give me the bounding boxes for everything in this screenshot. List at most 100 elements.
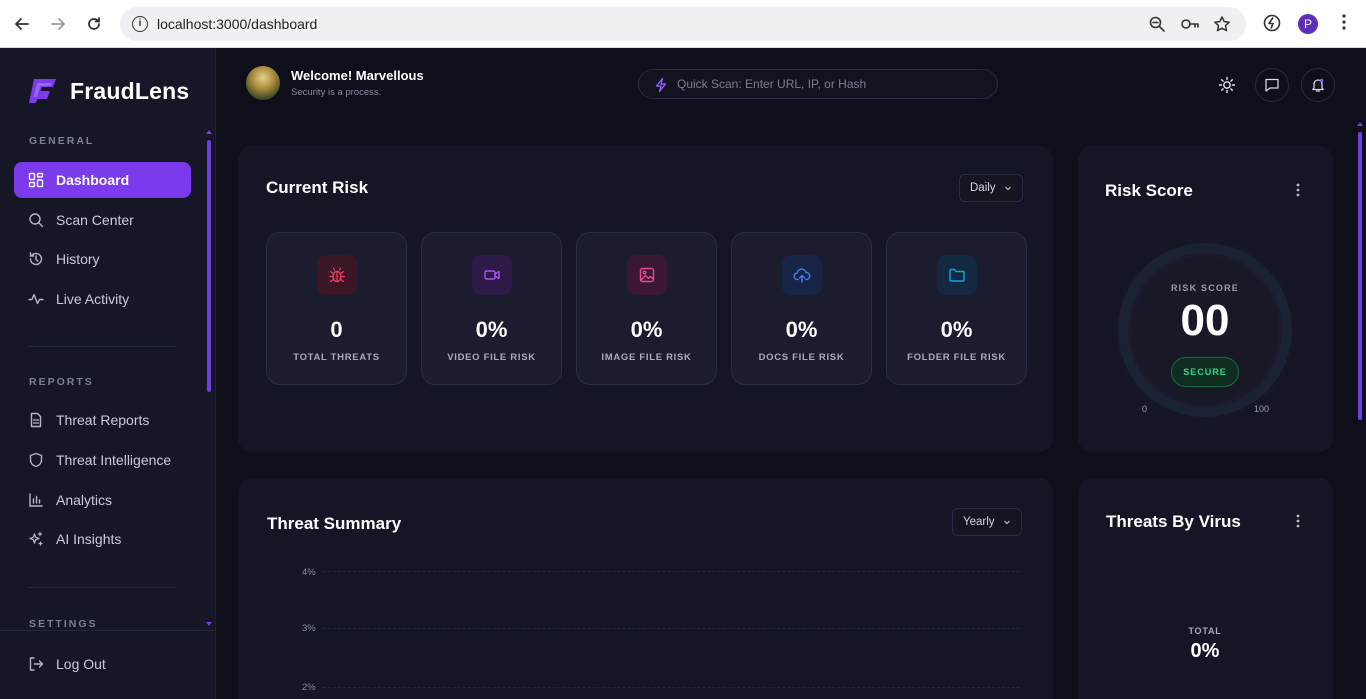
virus-total-label: TOTAL — [1188, 626, 1222, 636]
tile-value: 0 — [330, 317, 343, 342]
scrollbar-thumb[interactable] — [207, 140, 211, 392]
image-icon — [639, 267, 655, 283]
sidebar-item-label: AI Insights — [56, 531, 122, 547]
y-axis-tick: 4% — [302, 567, 316, 578]
zoom-icon[interactable] — [1148, 15, 1166, 33]
forward-arrow-icon[interactable] — [46, 12, 70, 36]
brand[interactable]: FraudLens — [28, 76, 189, 106]
browser-toolbar: i localhost:3000/dashboard P — [0, 0, 1366, 48]
section-label-reports: REPORTS — [29, 376, 94, 388]
sidebar-item-label: Threat Reports — [56, 412, 150, 428]
bug-icon — [328, 267, 346, 283]
gauge-min-label: 0 — [1142, 404, 1148, 414]
reload-icon[interactable] — [82, 12, 106, 36]
sidebar-item-scan-center[interactable]: Scan Center — [14, 202, 191, 238]
bookmark-star-icon[interactable] — [1213, 15, 1231, 33]
gauge-max-label: 100 — [1254, 404, 1270, 414]
sidebar-item-dashboard[interactable]: Dashboard — [14, 162, 191, 198]
more-options-icon[interactable] — [1295, 182, 1301, 198]
tile-label: FOLDER FILE RISK — [907, 352, 1006, 363]
main-scrollbar[interactable] — [1357, 122, 1363, 699]
tile-value: 0% — [940, 317, 973, 342]
threat-summary-period-dropdown[interactable]: Yearly — [952, 508, 1022, 536]
sidebar-divider — [28, 346, 176, 347]
address-bar[interactable]: i localhost:3000/dashboard — [120, 7, 1246, 41]
site-info-icon[interactable]: i — [132, 16, 148, 32]
stat-tile-folder-file-risk[interactable]: 0% FOLDER FILE RISK — [886, 232, 1027, 385]
tile-label: DOCS FILE RISK — [758, 352, 845, 363]
tile-icon-box — [472, 255, 512, 295]
chevron-down-icon — [1003, 520, 1010, 525]
cloud-upload-icon — [793, 268, 811, 283]
section-label-general: GENERAL — [29, 135, 95, 147]
notifications-button[interactable] — [1301, 68, 1335, 102]
tile-icon-box — [937, 255, 977, 295]
sidebar-item-live-activity[interactable]: Live Activity — [14, 281, 191, 317]
y-axis-tick: 2% — [302, 682, 316, 693]
bar-chart-icon — [29, 493, 43, 507]
tile-icon-box — [627, 255, 667, 295]
tile-label: VIDEO FILE RISK — [447, 352, 536, 363]
lightning-icon — [655, 77, 667, 93]
header-tagline: Security is a process. — [291, 87, 382, 98]
risk-score-value: 00 — [1180, 296, 1230, 345]
url-text: localhost:3000/dashboard — [157, 16, 318, 32]
history-icon — [29, 252, 43, 266]
back-arrow-icon[interactable] — [10, 12, 34, 36]
fraudlens-logo-icon — [29, 79, 56, 103]
chat-bubble-icon — [1265, 78, 1279, 92]
folder-icon — [949, 268, 965, 282]
risk-score-gauge — [1111, 236, 1299, 424]
tile-value: 0% — [475, 317, 508, 342]
current-risk-period-dropdown[interactable]: Daily — [959, 174, 1023, 202]
welcome-message: Welcome! Marvellous — [291, 68, 424, 83]
virus-total-value: 0% — [1190, 640, 1220, 662]
stat-tile-docs-file-risk[interactable]: 0% DOCS FILE RISK — [731, 232, 872, 385]
scrollbar-thumb[interactable] — [1358, 132, 1362, 420]
chart-gridline — [323, 687, 1020, 688]
tile-value: 0% — [630, 317, 663, 342]
scroll-up-arrow-icon[interactable] — [206, 130, 212, 134]
browser-menu-icon[interactable] — [1338, 14, 1350, 34]
brand-name: FraudLens — [70, 77, 190, 104]
password-key-icon[interactable] — [1180, 15, 1199, 33]
top-header: Welcome! Marvellous Security is a proces… — [216, 48, 1366, 120]
sidebar-item-label: Live Activity — [56, 291, 130, 307]
user-avatar[interactable] — [246, 66, 280, 100]
stat-tile-image-file-risk[interactable]: 0% IMAGE FILE RISK — [576, 232, 717, 385]
threats-by-virus-title: Threats By Virus — [1106, 512, 1241, 531]
sidebar-item-label: Analytics — [56, 492, 113, 508]
messages-button[interactable] — [1255, 68, 1289, 102]
current-risk-title: Current Risk — [266, 178, 369, 197]
sparkles-icon — [29, 531, 43, 546]
sidebar-item-threat-reports[interactable]: Threat Reports — [14, 402, 191, 438]
profile-avatar[interactable]: P — [1298, 14, 1318, 34]
sidebar-item-ai-insights[interactable]: AI Insights — [14, 521, 191, 557]
sidebar-item-analytics[interactable]: Analytics — [14, 482, 191, 518]
extension-icon[interactable] — [1262, 13, 1284, 35]
sidebar-scrollbar[interactable] — [206, 130, 212, 626]
stat-tile-total-threats[interactable]: 0 TOTAL THREATS — [266, 232, 407, 385]
threat-summary-title: Threat Summary — [267, 514, 402, 533]
more-options-icon[interactable] — [1295, 513, 1301, 529]
chart-gridline — [323, 571, 1020, 572]
activity-pulse-icon — [28, 293, 44, 305]
scroll-down-arrow-icon[interactable] — [206, 622, 212, 626]
sidebar-item-history[interactable]: History — [14, 241, 191, 277]
dropdown-value: Yearly — [963, 516, 995, 528]
sun-icon — [1218, 76, 1236, 94]
theme-toggle-button[interactable] — [1210, 68, 1244, 102]
section-label-settings: SETTINGS — [29, 618, 98, 630]
sidebar: FraudLens GENERAL Dashboard Scan Center … — [0, 48, 216, 699]
y-axis-tick: 3% — [302, 623, 316, 634]
scroll-up-arrow-icon[interactable] — [1357, 122, 1363, 126]
sidebar-item-label: Threat Intelligence — [56, 452, 172, 468]
quick-scan-input[interactable] — [677, 70, 987, 98]
sidebar-item-threat-intelligence[interactable]: Threat Intelligence — [14, 442, 191, 478]
stat-tile-video-file-risk[interactable]: 0% VIDEO FILE RISK — [421, 232, 562, 385]
logout-button[interactable]: Log Out — [14, 646, 191, 682]
search-icon — [29, 213, 44, 228]
sidebar-item-label: Scan Center — [56, 212, 134, 228]
document-icon — [30, 412, 42, 428]
logout-label: Log Out — [56, 656, 106, 672]
